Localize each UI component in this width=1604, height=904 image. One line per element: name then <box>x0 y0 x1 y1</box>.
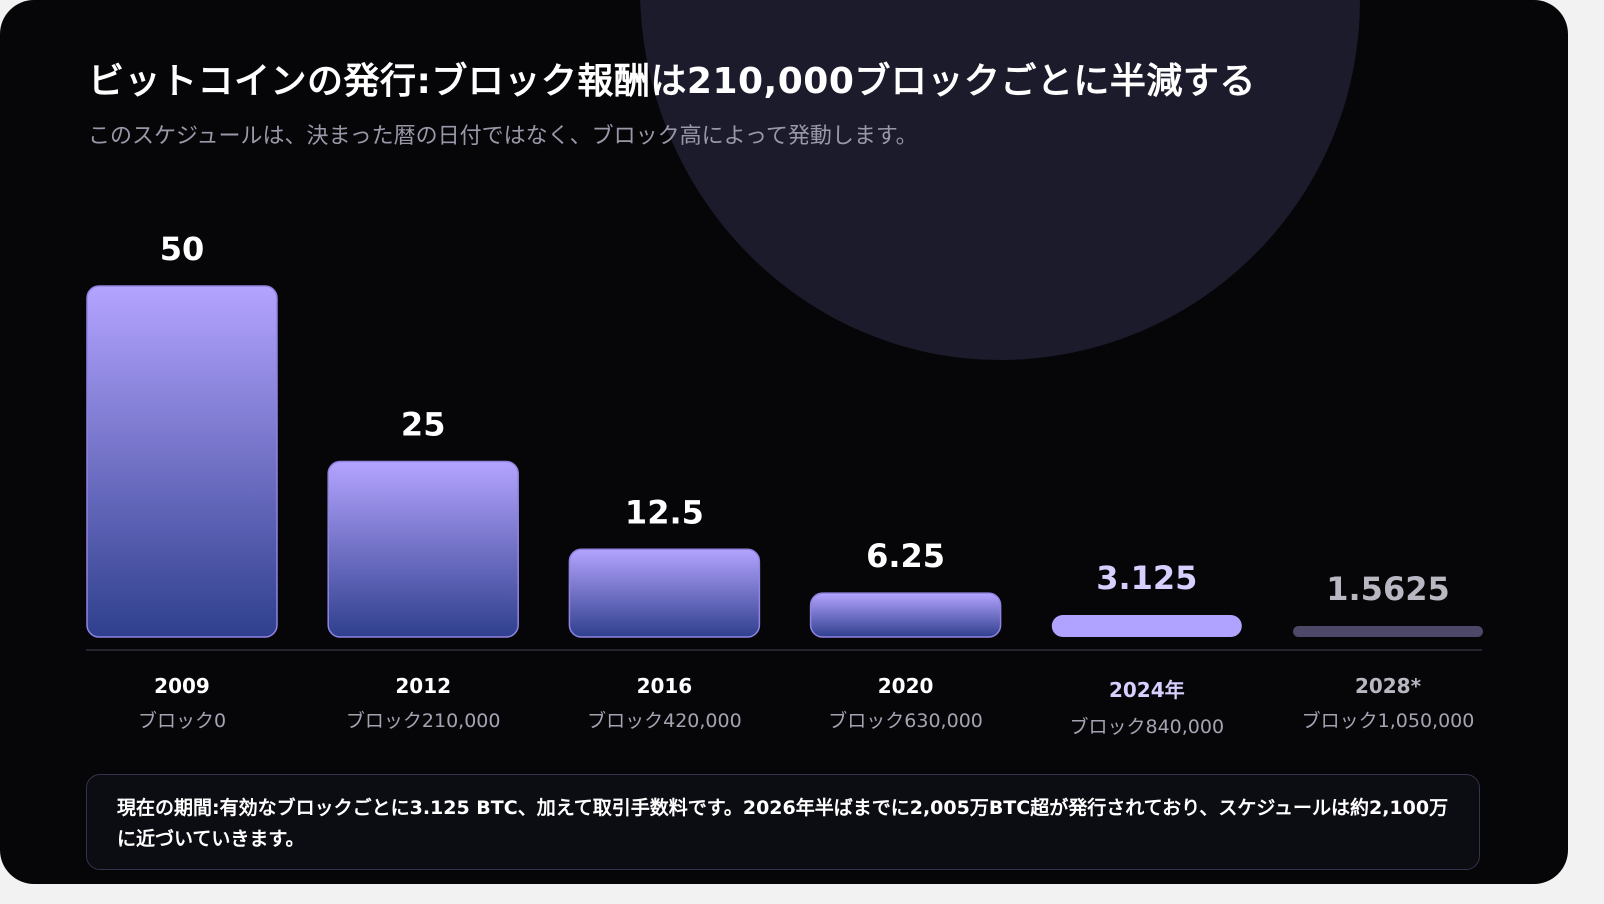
note-text: 現在の期間:有効なブロックごとに3.125 BTC、加えて取引手数料です。202… <box>117 797 1449 850</box>
chart-title: ビットコインの発行:ブロック報酬は210,000ブロックごとに半減する <box>88 61 1256 102</box>
value-label-2016: 12.5 <box>625 493 704 531</box>
value-label-2028*: 1.5625 <box>1326 570 1449 608</box>
block-label-2009: ブロック0 <box>138 709 226 732</box>
chart-subtitle: このスケジュールは、決まった暦の日付ではなく、ブロック高によって発動します。 <box>88 124 918 149</box>
block-label-2016: ブロック420,000 <box>587 709 742 732</box>
block-label-2012: ブロック210,000 <box>346 709 501 732</box>
current-period-note: 現在の期間:有効なブロックごとに3.125 BTC、加えて取引手数料です。202… <box>86 774 1480 870</box>
category-label-2028*: 2028* <box>1355 674 1422 698</box>
chart-card: ビットコインの発行:ブロック報酬は210,000ブロックごとに半減する このスケ… <box>0 0 1568 884</box>
bar-2024年 <box>1051 615 1242 637</box>
bar-2020 <box>809 592 1002 638</box>
block-label-2020: ブロック630,000 <box>828 709 983 732</box>
category-label-2024年: 2024年 <box>1109 678 1185 702</box>
value-label-2009: 50 <box>160 230 205 268</box>
category-label-2009: 2009 <box>154 674 210 698</box>
value-label-2024年: 3.125 <box>1096 559 1197 597</box>
bar-2016 <box>568 548 761 638</box>
category-label-2012: 2012 <box>395 674 451 698</box>
bar-2028* <box>1293 626 1483 637</box>
bar-2009 <box>86 285 278 638</box>
category-label-2016: 2016 <box>637 674 693 698</box>
block-label-2024年: ブロック840,000 <box>1070 715 1225 738</box>
value-label-2012: 25 <box>401 406 446 444</box>
value-label-2020: 6.25 <box>866 537 945 575</box>
category-label-2020: 2020 <box>878 674 934 698</box>
bar-2012 <box>327 460 519 638</box>
block-label-2028*: ブロック1,050,000 <box>1302 709 1475 732</box>
bars-group: 50 2009 ブロック0 25 2012 ブロック210,000 12.5 2016 ブロック… <box>86 230 1483 738</box>
halving-bar-chart: 50 2009 ブロック0 25 2012 ブロック210,000 12.5 2016 ブロック… <box>86 230 1483 738</box>
